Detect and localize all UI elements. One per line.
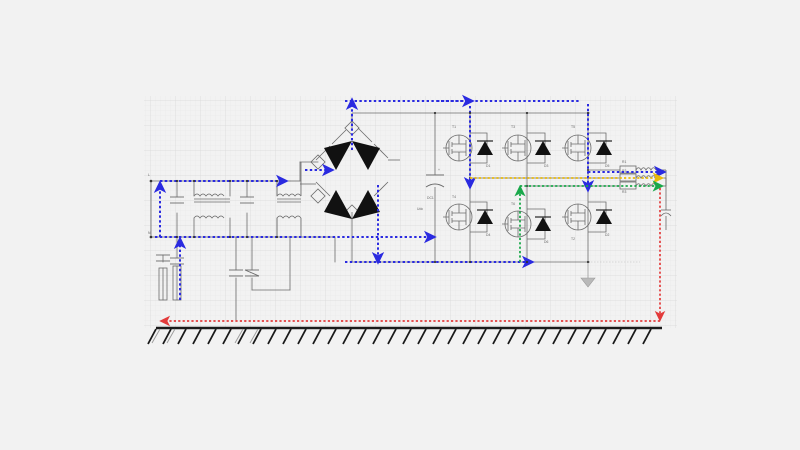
wire-network xyxy=(149,161,336,321)
r2-label: R2 xyxy=(622,169,626,173)
earth-ground-symbol xyxy=(580,261,640,288)
dc-cap-plus: + xyxy=(438,168,440,172)
diode-bridge-rectifier xyxy=(300,113,400,262)
d6-label: D6 xyxy=(544,240,548,244)
switch-t2: T2 D2 xyxy=(562,201,612,241)
d4-label: D4 xyxy=(486,233,490,237)
damping-resistors xyxy=(158,265,182,301)
red-ground-return-path xyxy=(159,188,666,327)
dc-cap-label: DC1 xyxy=(427,196,434,200)
dc-link-capacitor: + DC1 Udc xyxy=(417,168,445,211)
junction-dots xyxy=(149,111,590,264)
t2-label: T2 xyxy=(571,237,575,241)
green-phase-path xyxy=(514,180,665,262)
dc-bus-label: Udc xyxy=(417,207,423,211)
t4-label: T4 xyxy=(452,195,456,199)
common-mode-chokes xyxy=(193,162,302,237)
d1-label: D1 xyxy=(486,164,490,168)
switch-t1: T1 D1 xyxy=(443,125,493,168)
input-l-label: L xyxy=(148,173,150,177)
d3-label: D3 xyxy=(544,164,548,168)
switch-t6: T6 D6 xyxy=(502,202,551,244)
switch-t5: T5 D5 xyxy=(562,125,612,168)
r1-label: R1 xyxy=(622,160,626,164)
filter-capacitors xyxy=(156,196,260,277)
input-n-label: N xyxy=(148,231,151,235)
d5-label: D5 xyxy=(605,164,609,168)
t5-label: T5 xyxy=(571,125,575,129)
three-phase-load: R1 R2 R3 xyxy=(619,160,672,230)
switch-t4: T4 D4 xyxy=(443,195,493,237)
t6-label: T6 xyxy=(511,202,515,206)
dc-bus-wires xyxy=(352,112,590,263)
d2-label: D2 xyxy=(605,233,609,237)
ground-plane xyxy=(147,326,662,345)
blue-dc-rail-path xyxy=(160,100,580,182)
r3-label: R3 xyxy=(622,190,626,194)
grid-background xyxy=(144,96,677,328)
t3-label: T3 xyxy=(511,125,515,129)
switch-t3: T3 D3 xyxy=(502,125,551,168)
t1-label: T1 xyxy=(452,125,456,129)
